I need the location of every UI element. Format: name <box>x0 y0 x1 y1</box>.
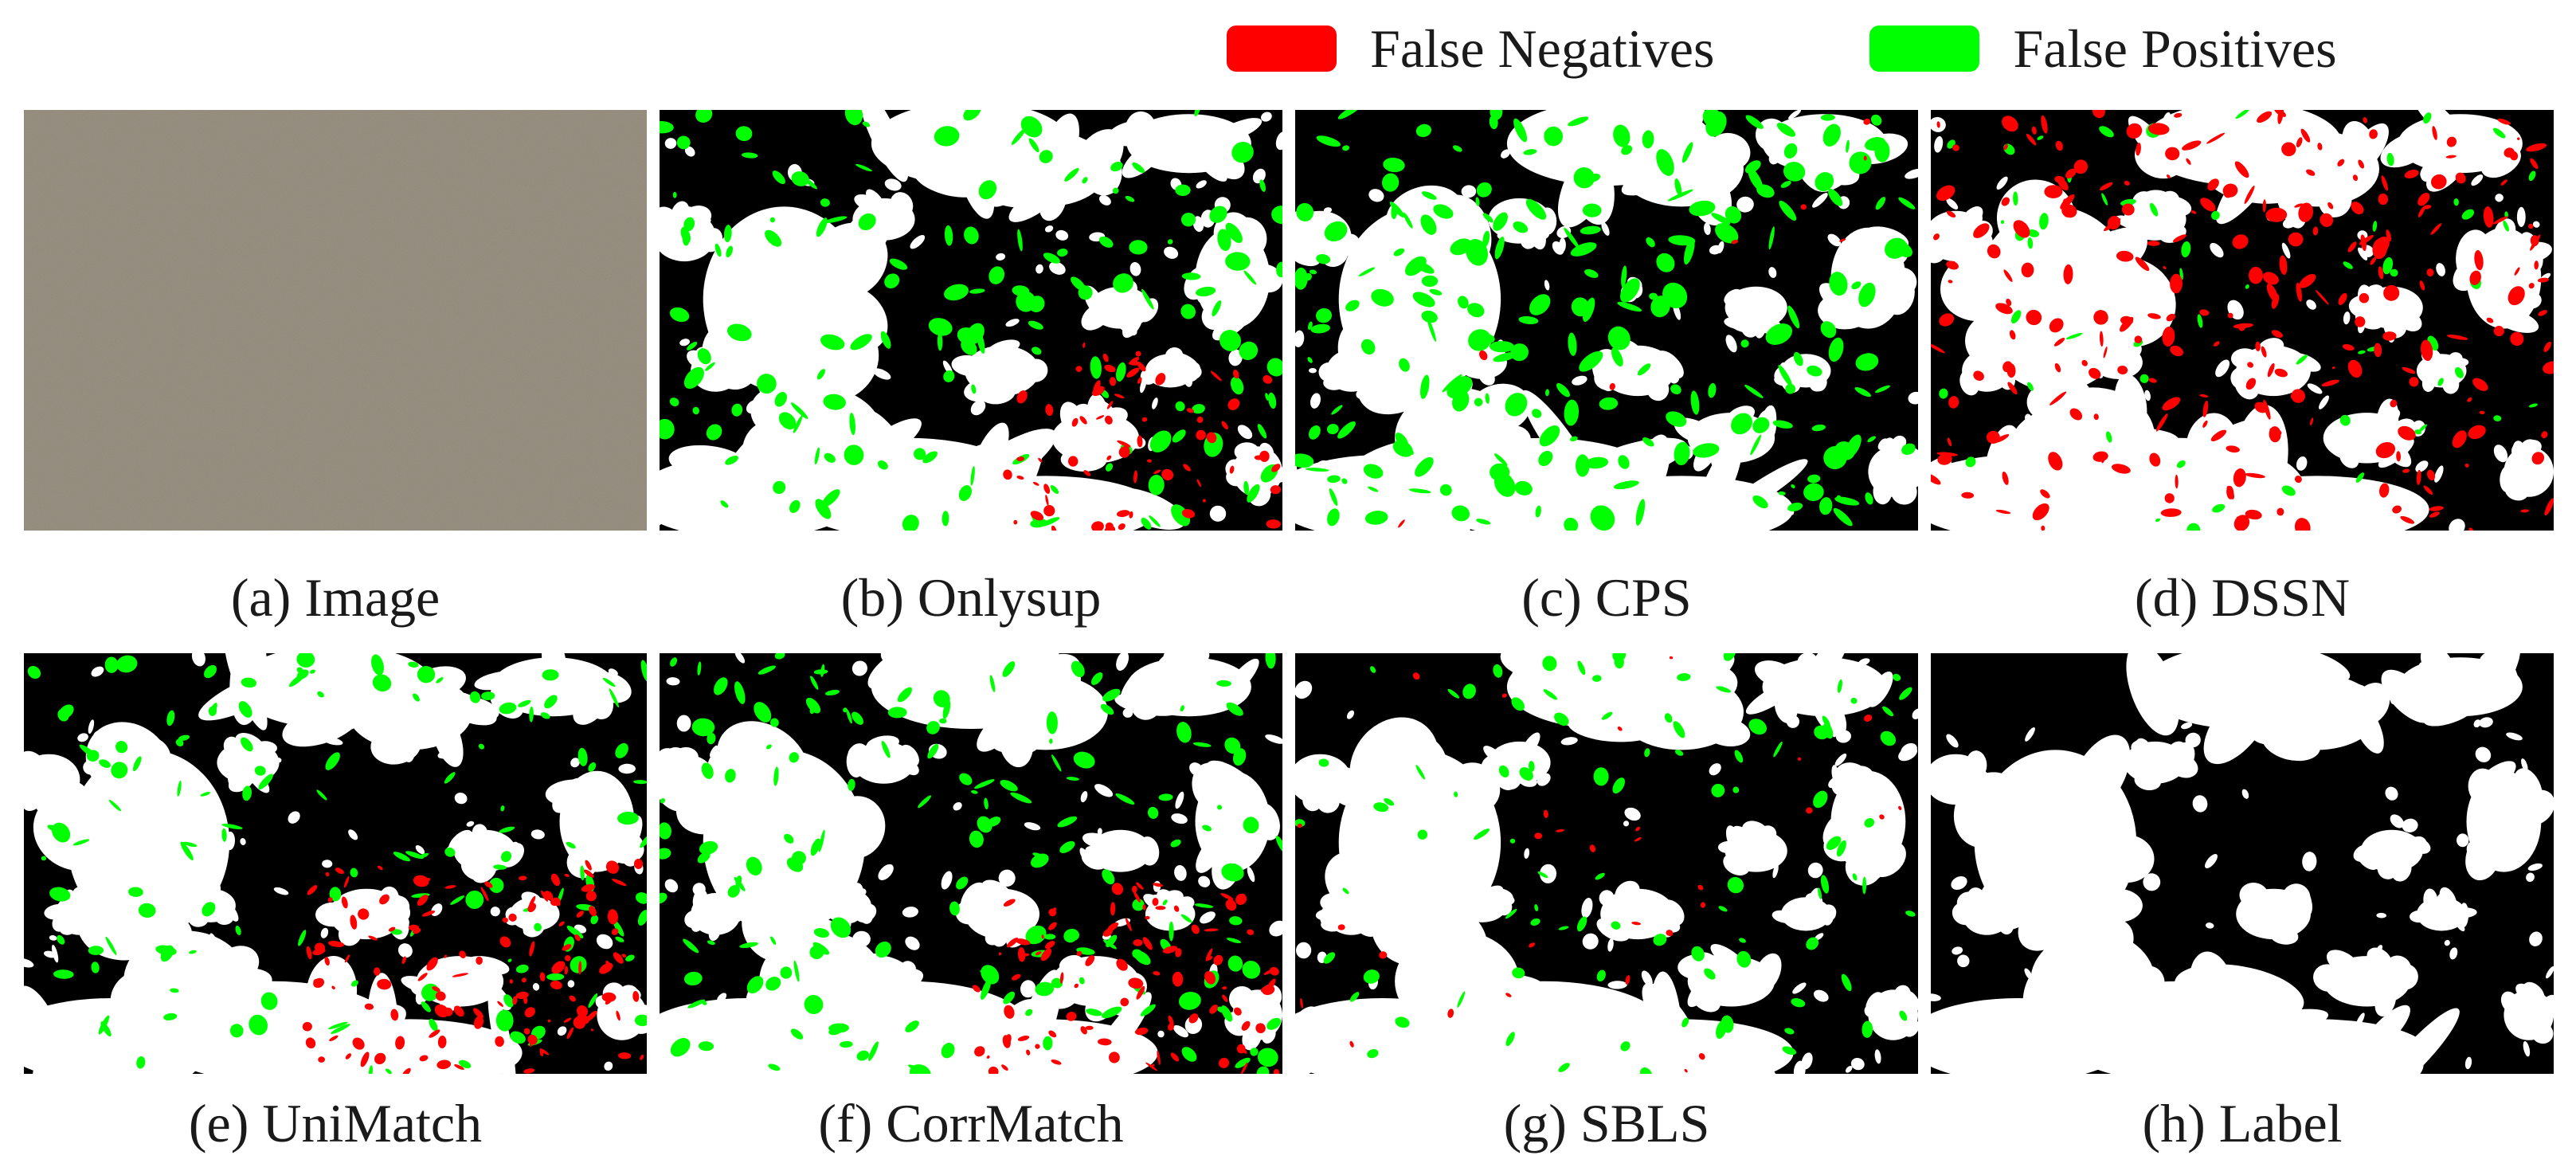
panel-f-corrmatch <box>660 653 1282 1074</box>
segmentation-mask <box>24 653 647 1074</box>
aerial-photo <box>24 110 647 531</box>
legend-item-false-positives: False Positives <box>1869 18 2337 79</box>
caption-h: (h) Label <box>2142 1093 2343 1153</box>
panel-g-sbls <box>1295 653 1918 1074</box>
legend: False Negatives False Positives <box>1227 14 2337 83</box>
panel-c-cps <box>1295 110 1918 531</box>
segmentation-mask <box>1931 653 2554 1074</box>
false-positives-label: False Positives <box>2013 18 2337 79</box>
caption-a: (a) Image <box>230 567 440 628</box>
caption-f: (f) CorrMatch <box>818 1093 1124 1153</box>
false-positives-swatch <box>1869 25 1980 72</box>
segmentation-mask <box>1295 653 1918 1074</box>
panel-d-dssn <box>1931 110 2554 531</box>
segmentation-mask <box>1931 110 2554 531</box>
panel-e-unimatch <box>24 653 647 1074</box>
segmentation-mask <box>660 653 1282 1074</box>
legend-item-false-negatives: False Negatives <box>1227 22 1714 76</box>
panel-b-onlysup <box>660 110 1282 531</box>
caption-e: (e) UniMatch <box>188 1093 483 1153</box>
caption-c: (c) CPS <box>1521 567 1692 628</box>
caption-g: (g) SBLS <box>1503 1093 1710 1153</box>
caption-b: (b) Onlysup <box>840 567 1102 628</box>
segmentation-mask <box>1295 110 1918 531</box>
false-negatives-label: False Negatives <box>1370 18 1715 79</box>
panel-a-image <box>24 110 647 531</box>
panel-h-label <box>1931 653 2554 1074</box>
false-negatives-swatch <box>1227 25 1337 72</box>
segmentation-mask <box>660 110 1282 531</box>
caption-d: (d) DSSN <box>2134 567 2351 628</box>
